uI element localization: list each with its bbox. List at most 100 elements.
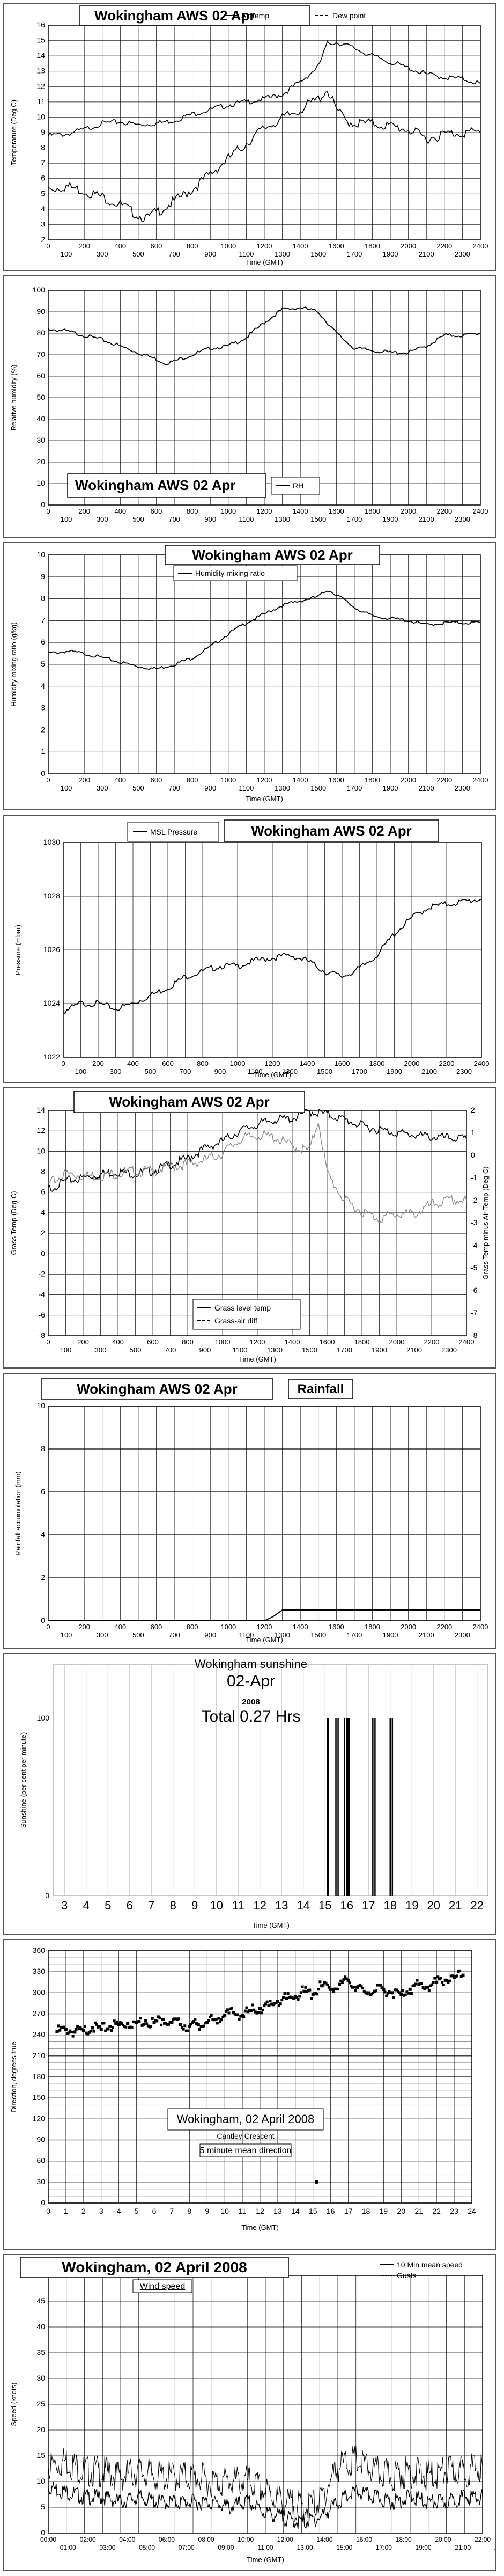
y-tick-label: 80: [36, 328, 45, 337]
direction-point: [55, 2030, 59, 2033]
y-tick-label: 13: [36, 67, 45, 75]
direction-point: [221, 2015, 225, 2018]
y-tick-label: 1: [41, 747, 45, 756]
x-tick-label: 23:00: [494, 2544, 495, 2551]
direction-point: [229, 2007, 232, 2010]
x-tick-label: 1500: [310, 250, 326, 258]
x-tick-label: 2100: [419, 250, 434, 258]
x-tick-label: 600: [151, 507, 162, 515]
direction-point: [172, 2018, 175, 2021]
direction-point: [249, 2008, 253, 2012]
direction-point: [251, 2003, 254, 2007]
dew-point-line: [48, 91, 481, 222]
direction-point: [253, 2008, 256, 2011]
direction-point: [66, 2032, 69, 2035]
x-tick-label: 1700: [346, 515, 362, 523]
x-tick-label: 2000: [404, 1059, 420, 1067]
x-tick-label: 20: [397, 2207, 406, 2215]
legend-mixing-ratio: Humidity mixing ratio: [195, 569, 265, 577]
x-axis-label: Time (GMT): [246, 795, 283, 803]
direction-point: [439, 1977, 442, 1980]
x-tick-label: 1400: [293, 776, 308, 784]
direction-point: [151, 2017, 154, 2021]
x-tick-label: 13: [275, 1899, 288, 1912]
x-tick-label: 600: [151, 242, 162, 250]
y-tick-label: 270: [33, 2009, 46, 2018]
x-tick-label: 2200: [436, 1623, 452, 1631]
direction-point: [339, 1979, 343, 1982]
y-tick-label: 90: [36, 307, 45, 316]
legend-gusts: Gusts: [397, 2271, 417, 2280]
x-tick-label: 2300: [455, 515, 470, 523]
direction-point: [118, 2021, 122, 2024]
x-tick-label: 10:00: [238, 2536, 254, 2543]
x-tick-label: 7: [170, 2207, 174, 2215]
direction-point: [182, 2028, 185, 2031]
x-tick-label: 2200: [436, 242, 452, 250]
direction-point: [408, 1987, 412, 1991]
y-tick-label: 330: [33, 1967, 46, 1975]
y2-tick-label: -3: [471, 1218, 478, 1227]
direction-point: [150, 2025, 153, 2028]
direction-point: [441, 1981, 444, 1984]
x-tick-label: 700: [168, 250, 180, 258]
x-tick-label: 500: [132, 250, 144, 258]
x-tick-label: 5: [135, 2207, 139, 2215]
y-tick-label: 12: [36, 82, 45, 90]
direction-point: [60, 2025, 63, 2029]
direction-point: [360, 1985, 363, 1988]
y-tick-label: 0: [41, 2528, 45, 2537]
direction-point: [81, 2029, 85, 2032]
x-tick-label: 400: [114, 242, 126, 250]
direction-point: [261, 2008, 264, 2011]
direction-point: [167, 2023, 170, 2026]
direction-point: [76, 2025, 79, 2028]
direction-point: [297, 1997, 300, 2001]
direction-point: [209, 2015, 212, 2018]
x-tick-label: 1100: [239, 784, 254, 792]
x-tick-label: 1000: [220, 776, 236, 784]
x-tick-label: 1900: [383, 784, 398, 792]
direction-point: [226, 2008, 229, 2011]
direction-point: [295, 1996, 298, 1999]
direction-point: [323, 1981, 326, 1984]
direction-point: [451, 1974, 454, 1978]
direction-point: [342, 1978, 345, 1981]
x-tick-label: 1000: [220, 507, 236, 515]
x-tick-label: 600: [151, 1623, 162, 1631]
x-axis-label: Time (GMT): [246, 258, 283, 266]
y-tick-label: 40: [36, 2322, 45, 2331]
direction-point: [132, 2020, 135, 2023]
x-tick-label: 700: [168, 515, 180, 523]
direction-point: [161, 2017, 165, 2021]
direction-point: [110, 2029, 113, 2032]
direction-point: [322, 1984, 325, 1987]
x-tick-label: 600: [151, 776, 162, 784]
legend-air-temp: Air temp: [241, 11, 269, 20]
x-tick-label: 600: [147, 1338, 159, 1346]
x-tick-label: 1200: [257, 507, 272, 515]
direction-point: [413, 1984, 416, 1987]
direction-point: [301, 1985, 304, 1988]
y-tick-label: 0: [41, 500, 45, 509]
x-tick-label: 900: [204, 250, 216, 258]
x-tick-label: 2300: [455, 250, 470, 258]
direction-point: [358, 1984, 361, 1987]
x-tick-label: 2100: [419, 1631, 434, 1639]
y-tick-label: 45: [36, 2296, 45, 2305]
direction-point: [111, 2026, 114, 2029]
direction-point: [461, 1973, 465, 1977]
x-tick-label: 100: [61, 515, 72, 523]
y-tick-label: 2: [41, 725, 45, 734]
direction-point: [196, 2023, 200, 2026]
direction-point: [308, 1988, 312, 1992]
direction-point: [133, 2021, 136, 2024]
x-tick-label: 100: [60, 1346, 72, 1354]
direction-point: [370, 1993, 373, 1996]
direction-point: [436, 1975, 440, 1979]
direction-point: [183, 2024, 187, 2028]
direction-point: [97, 2025, 100, 2029]
direction-point: [385, 1994, 388, 1997]
x-tick-label: 800: [182, 1338, 194, 1346]
direction-point: [340, 1981, 344, 1984]
